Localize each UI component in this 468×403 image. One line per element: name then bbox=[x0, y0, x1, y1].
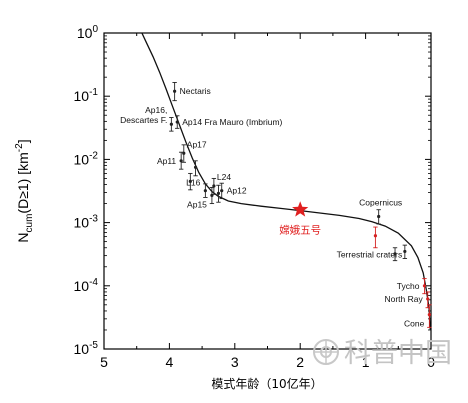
data-point bbox=[426, 297, 430, 301]
y-axis-title: Ncum(D≥1) [km-2] bbox=[14, 139, 35, 242]
highlight-group: 嫦娥五号 bbox=[279, 201, 321, 237]
watermark-text: 科普中国 bbox=[344, 338, 452, 369]
y-axis-title-sup: -2 bbox=[14, 143, 25, 152]
data-point-label: L16 bbox=[186, 178, 200, 188]
data-point-label: Tycho bbox=[397, 281, 420, 291]
chang-e-5-label: 嫦娥五号 bbox=[279, 224, 321, 237]
y-axis-title-prefix: N bbox=[15, 232, 31, 242]
y-axis-ticks: 100 10-1 10-2 10-3 10-4 10-5 bbox=[74, 24, 431, 357]
data-point-label: Ap15 bbox=[187, 199, 207, 209]
extra-data-point bbox=[188, 179, 192, 183]
data-point-label: Ap16, Descartes F. bbox=[120, 105, 167, 125]
data-point bbox=[210, 193, 214, 197]
data-point-label: Copernicus bbox=[359, 197, 402, 207]
data-point bbox=[169, 122, 173, 126]
crater-chronology-curve bbox=[141, 32, 431, 331]
data-point-label: Ap14 Fra Mauro (Imbrium) bbox=[182, 117, 282, 127]
x-tick-label: 5 bbox=[100, 354, 108, 370]
data-point-label: Ap11 bbox=[157, 156, 176, 166]
y-tick-label: 10-2 bbox=[74, 150, 99, 167]
data-point-label: Cone bbox=[404, 319, 425, 329]
data-point bbox=[173, 89, 177, 93]
y-tick-label: 10-1 bbox=[74, 87, 99, 104]
y-tick-label: 10-4 bbox=[74, 277, 99, 294]
data-point-label: Ap12 bbox=[227, 186, 247, 196]
data-points: Nectaris Ap16, Descartes F. Ap14 Fra Mauro … bbox=[120, 82, 432, 329]
y-axis-title-suffix: ] bbox=[15, 139, 31, 143]
data-point bbox=[203, 189, 207, 193]
x-axis-ticks: 5 4 3 2 1 0 bbox=[100, 33, 435, 370]
data-point-label: Ap17 bbox=[187, 139, 207, 149]
chang-e-5-star-icon bbox=[292, 201, 309, 217]
extra-data-point bbox=[393, 252, 397, 256]
data-point bbox=[427, 313, 431, 317]
watermark: 科普中国 bbox=[313, 338, 452, 369]
y-tick-label: 10-5 bbox=[74, 340, 99, 357]
data-point bbox=[377, 214, 381, 219]
extra-data-point bbox=[216, 191, 221, 195]
data-point bbox=[175, 120, 179, 124]
data-point bbox=[212, 184, 216, 188]
data-point bbox=[220, 189, 224, 193]
y-tick-label: 100 bbox=[77, 24, 99, 41]
y-tick-label: 10-3 bbox=[74, 214, 99, 231]
y-axis-title-sub: cum bbox=[24, 214, 35, 233]
extra-data-point bbox=[403, 249, 407, 254]
extra-data-point bbox=[193, 165, 198, 169]
x-tick-label: 2 bbox=[296, 354, 304, 370]
x-tick-label: 1 bbox=[362, 354, 370, 370]
x-tick-label: 0 bbox=[427, 354, 435, 370]
data-point bbox=[422, 284, 427, 288]
x-tick-label: 3 bbox=[231, 354, 239, 370]
data-point-label: L24 bbox=[217, 172, 231, 182]
watermark-logo-icon bbox=[313, 339, 339, 365]
data-point bbox=[179, 159, 183, 163]
data-point-label: Terrestrial craters bbox=[337, 250, 403, 260]
data-point-label: Nectaris bbox=[180, 86, 211, 96]
x-tick-label: 4 bbox=[166, 354, 174, 370]
y-axis-title-cond: (D≥1) [km bbox=[15, 152, 31, 213]
data-point-label: North Ray bbox=[384, 294, 423, 304]
x-axis-title: 模式年龄（10亿年） bbox=[211, 376, 322, 391]
data-point bbox=[373, 234, 378, 238]
extra-data-points bbox=[188, 160, 408, 262]
plot-frame bbox=[103, 32, 432, 350]
